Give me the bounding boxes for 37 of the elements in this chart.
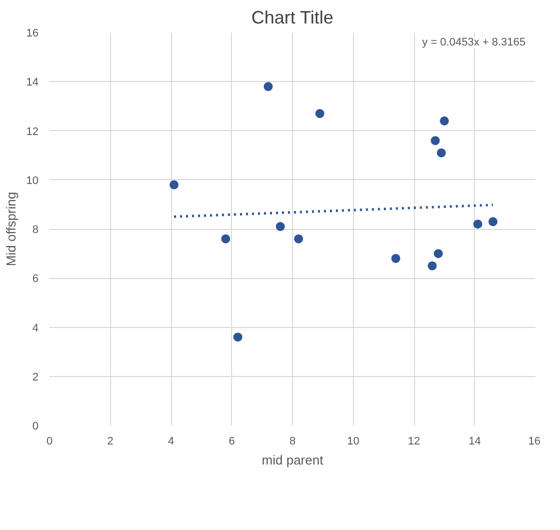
y-axis-title: Mid offspring [3, 192, 18, 266]
point [428, 261, 437, 270]
x-tick-label: 14 [468, 436, 481, 448]
x-tick-label: 4 [168, 436, 174, 448]
x-tick-label: 6 [228, 436, 235, 448]
x-axis-title: mid parent [262, 452, 324, 468]
chart-title: Chart Title [251, 8, 334, 28]
x-tick-label: 16 [528, 436, 541, 448]
point [488, 217, 498, 226]
point [434, 249, 443, 258]
y-tick-label: 2 [32, 371, 39, 384]
point [430, 136, 440, 146]
point [440, 116, 449, 126]
point [315, 109, 324, 118]
y-tick-label: 10 [26, 174, 39, 187]
y-tick-label: 14 [26, 76, 39, 89]
y-tick-label: 8 [32, 224, 39, 236]
point [436, 148, 446, 158]
y-tick-label: 4 [32, 322, 39, 334]
y-tick-label: 0 [32, 420, 39, 432]
y-tick-label: 12 [26, 126, 39, 138]
x-tick-label: 12 [408, 436, 420, 448]
y-tick-label: 6 [32, 273, 39, 286]
point [233, 332, 242, 342]
x-tick-label: 10 [347, 436, 360, 448]
point [473, 220, 482, 229]
annotation: y = 0.0453x + 8.3165 [422, 36, 526, 48]
point [276, 222, 285, 232]
y-tick-label: 16 [26, 28, 39, 40]
x-tick-label: 0 [46, 436, 53, 448]
point [170, 180, 179, 190]
point [391, 254, 400, 263]
point [221, 234, 230, 244]
x-tick-label: 8 [289, 436, 296, 448]
point [294, 234, 304, 244]
point [264, 82, 273, 92]
x-tick-label: 2 [107, 436, 114, 448]
